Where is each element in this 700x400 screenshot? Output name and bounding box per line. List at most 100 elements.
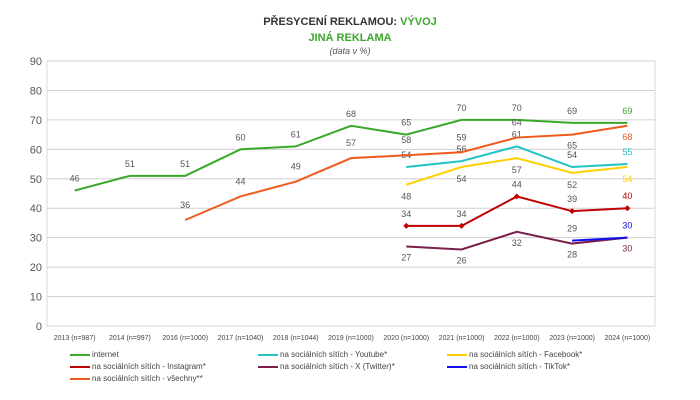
legend-item: na sociálních sítích - Instagram* — [70, 362, 206, 371]
data-label: 27 — [401, 253, 411, 263]
series-line — [572, 236, 628, 242]
x-tick-label: 2023 (n=1000) — [549, 335, 595, 342]
data-point — [569, 208, 576, 215]
data-label: 61 — [512, 129, 522, 139]
data-label: 26 — [457, 255, 467, 265]
x-tick-label: 2020 (n=1000) — [383, 335, 429, 342]
series-line — [74, 118, 628, 192]
y-tick-label: 90 — [30, 56, 42, 68]
data-label: 56 — [457, 144, 467, 154]
data-label: 70 — [457, 103, 467, 113]
chart-note: (data v %) — [329, 46, 371, 56]
data-label: 29 — [567, 224, 577, 234]
data-label: 58 — [401, 135, 411, 145]
data-label: 70 — [512, 103, 522, 113]
chart-subtitle: JINÁ REKLAMA — [308, 32, 392, 44]
data-label: 44 — [235, 176, 245, 186]
data-label: 34 — [401, 209, 411, 219]
series-line — [184, 124, 628, 221]
x-tick-label: 2013 (n=987) — [54, 335, 96, 342]
legend-label: na sociálních sítích - X (Twitter)* — [280, 362, 395, 371]
legend-swatch — [70, 353, 90, 356]
data-label: 54 — [457, 174, 467, 184]
data-label: 51 — [125, 159, 135, 169]
legend-label: na sociálních sítích - Instagram* — [92, 362, 206, 371]
series-line — [406, 195, 628, 227]
y-tick-label: 70 — [30, 115, 42, 127]
x-tick-label: 2024 (n=1000) — [604, 335, 650, 342]
series-line — [405, 157, 628, 186]
y-tick-label: 10 — [30, 292, 42, 304]
data-label: 65 — [567, 141, 577, 151]
legend-swatch — [70, 365, 90, 368]
data-label: 64 — [512, 118, 522, 128]
data-label: 57 — [346, 138, 356, 148]
series-line — [406, 145, 628, 169]
y-tick-label: 0 — [36, 321, 42, 333]
chart-title-main: PŘESYCENÍ REKLAMOU: — [263, 16, 398, 28]
data-label: 61 — [291, 129, 301, 139]
legend-swatch — [258, 353, 278, 356]
data-point — [403, 222, 410, 229]
chart-title: PŘESYCENÍ REKLAMOU: VÝVOJ — [0, 16, 700, 28]
data-label: 68 — [622, 132, 632, 142]
data-label: 46 — [70, 174, 80, 184]
data-label: 59 — [457, 132, 467, 142]
x-tick-label: 2021 (n=1000) — [439, 335, 485, 342]
data-label: 69 — [622, 106, 632, 116]
plot-border — [46, 60, 656, 327]
x-tick-label: 2016 (n=1000) — [162, 335, 208, 342]
data-label: 34 — [457, 209, 467, 219]
data-label: 54 — [622, 174, 632, 184]
series-line — [406, 230, 628, 251]
legend-label: na sociálních sítích - všechny** — [92, 374, 203, 383]
data-label: 48 — [401, 192, 411, 202]
y-tick-label: 80 — [30, 85, 42, 97]
data-label: 57 — [512, 165, 522, 175]
legend-swatch — [447, 365, 467, 368]
data-label: 30 — [622, 221, 632, 231]
x-tick-label: 2017 (n=1040) — [218, 335, 264, 342]
legend-item: na sociálních sítích - TikTok* — [447, 362, 570, 371]
data-label: 52 — [567, 180, 577, 190]
data-label: 69 — [567, 106, 577, 116]
data-label: 30 — [622, 244, 632, 254]
legend-item: na sociálních sítích - Facebook* — [447, 350, 582, 359]
x-tick-label: 2018 (n=1044) — [273, 335, 319, 342]
y-tick-label: 40 — [30, 203, 42, 215]
data-label: 49 — [291, 162, 301, 172]
data-point — [513, 193, 520, 200]
legend-swatch — [70, 377, 90, 380]
data-label: 68 — [346, 109, 356, 119]
data-label: 60 — [235, 132, 245, 142]
legend-label: internet — [92, 350, 119, 359]
y-tick-label: 20 — [30, 262, 42, 274]
legend-label: na sociálních sítích - TikTok* — [469, 362, 570, 371]
data-label: 54 — [567, 150, 577, 160]
chart-title-accent: VÝVOJ — [400, 16, 437, 28]
data-point — [624, 205, 631, 212]
data-label: 51 — [180, 159, 190, 169]
data-label: 44 — [512, 179, 522, 189]
legend-swatch — [447, 353, 467, 356]
data-label: 32 — [512, 238, 522, 248]
legend-item: na sociálních sítích - všechny** — [70, 374, 203, 383]
x-tick-label: 2022 (n=1000) — [494, 335, 540, 342]
legend-swatch — [258, 365, 278, 368]
x-tick-label: 2019 (n=1000) — [328, 335, 374, 342]
data-label: 40 — [622, 191, 632, 201]
data-label: 39 — [567, 194, 577, 204]
legend-item: internet — [70, 350, 119, 359]
legend-label: na sociálních sítích - Facebook* — [469, 350, 583, 359]
data-point — [458, 222, 465, 229]
legend-item: na sociálních sítích - X (Twitter)* — [258, 362, 395, 371]
y-tick-label: 30 — [30, 233, 42, 245]
legend-item: na sociálních sítích - Youtube* — [258, 350, 387, 359]
data-label: 55 — [622, 147, 632, 157]
legend-label: na sociálních sítích - Youtube* — [280, 350, 388, 359]
y-tick-label: 50 — [30, 174, 42, 186]
x-tick-label: 2014 (n=997) — [109, 335, 151, 342]
data-label: 36 — [180, 200, 190, 210]
